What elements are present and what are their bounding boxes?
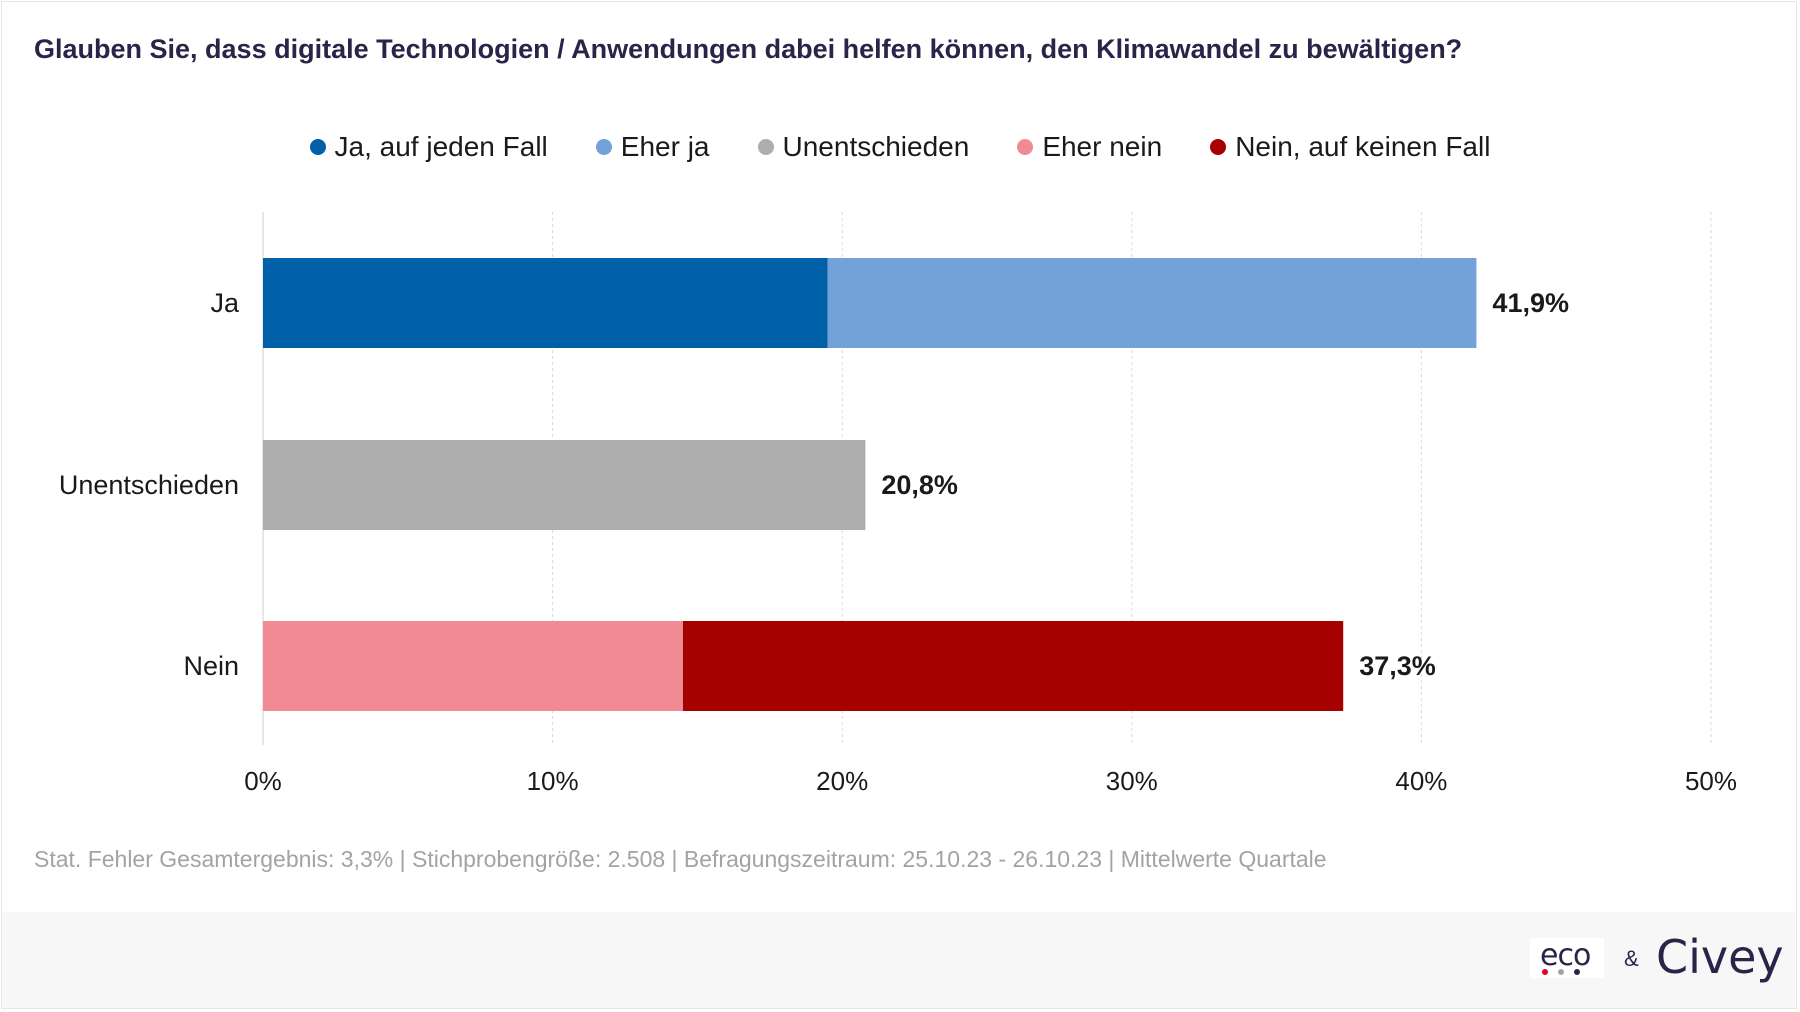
x-tick-label: 20% xyxy=(816,766,868,796)
category-label: Nein xyxy=(183,651,239,681)
total-label: 37,3% xyxy=(1359,651,1436,681)
legend-label: Eher nein xyxy=(1042,131,1163,162)
eco-logo-dots xyxy=(1542,969,1580,975)
x-tick-label: 0% xyxy=(244,766,282,796)
legend-label: Eher ja xyxy=(620,131,710,162)
legend-item: Eher ja xyxy=(595,131,710,163)
x-tick-label: 10% xyxy=(527,766,579,796)
bar-segment xyxy=(263,440,866,530)
legend: Ja, auf jeden Fall Eher ja Unentschieden Eh… xyxy=(0,130,1800,164)
bar-segment xyxy=(263,621,683,711)
legend-swatch xyxy=(595,139,612,155)
eco-logo: eco xyxy=(1530,938,1604,978)
total-label: 41,9% xyxy=(1492,288,1569,318)
category-label: Unentschieden xyxy=(59,470,239,500)
bar-segment xyxy=(682,621,1344,711)
bar-segment xyxy=(263,258,828,348)
x-tick-label: 40% xyxy=(1395,766,1447,796)
total-label: 20,8% xyxy=(881,470,958,500)
footnote: Stat. Fehler Gesamtergebnis: 3,3% | Stic… xyxy=(34,846,1327,872)
legend-swatch xyxy=(1210,139,1227,155)
legend-item: Eher nein xyxy=(1017,131,1162,163)
legend-label: Unentschieden xyxy=(782,131,970,162)
civey-logo: Civey xyxy=(1656,930,1784,984)
legend-swatch xyxy=(1017,139,1034,155)
eco-logo-text: eco xyxy=(1540,938,1591,973)
bar-segment xyxy=(827,258,1477,348)
legend-label: Ja, auf jeden Fall xyxy=(334,131,548,162)
legend-swatch xyxy=(309,139,326,155)
eco-logo-dot xyxy=(1558,969,1564,975)
category-label: Ja xyxy=(210,288,240,318)
footer-bar xyxy=(2,912,1796,1008)
legend-label: Nein, auf keinen Fall xyxy=(1235,131,1491,162)
legend-swatch xyxy=(757,139,774,155)
legend-item: Nein, auf keinen Fall xyxy=(1210,131,1490,163)
eco-logo-dot xyxy=(1574,969,1580,975)
x-tick-label: 50% xyxy=(1685,766,1737,796)
legend-item: Ja, auf jeden Fall xyxy=(309,131,548,163)
legend-item: Unentschieden xyxy=(757,131,970,163)
x-tick-label: 30% xyxy=(1106,766,1158,796)
brand-ampersand: & xyxy=(1624,946,1639,971)
chart-title: Glauben Sie, dass digitale Technologien … xyxy=(34,34,1463,64)
eco-logo-dot xyxy=(1542,969,1548,975)
